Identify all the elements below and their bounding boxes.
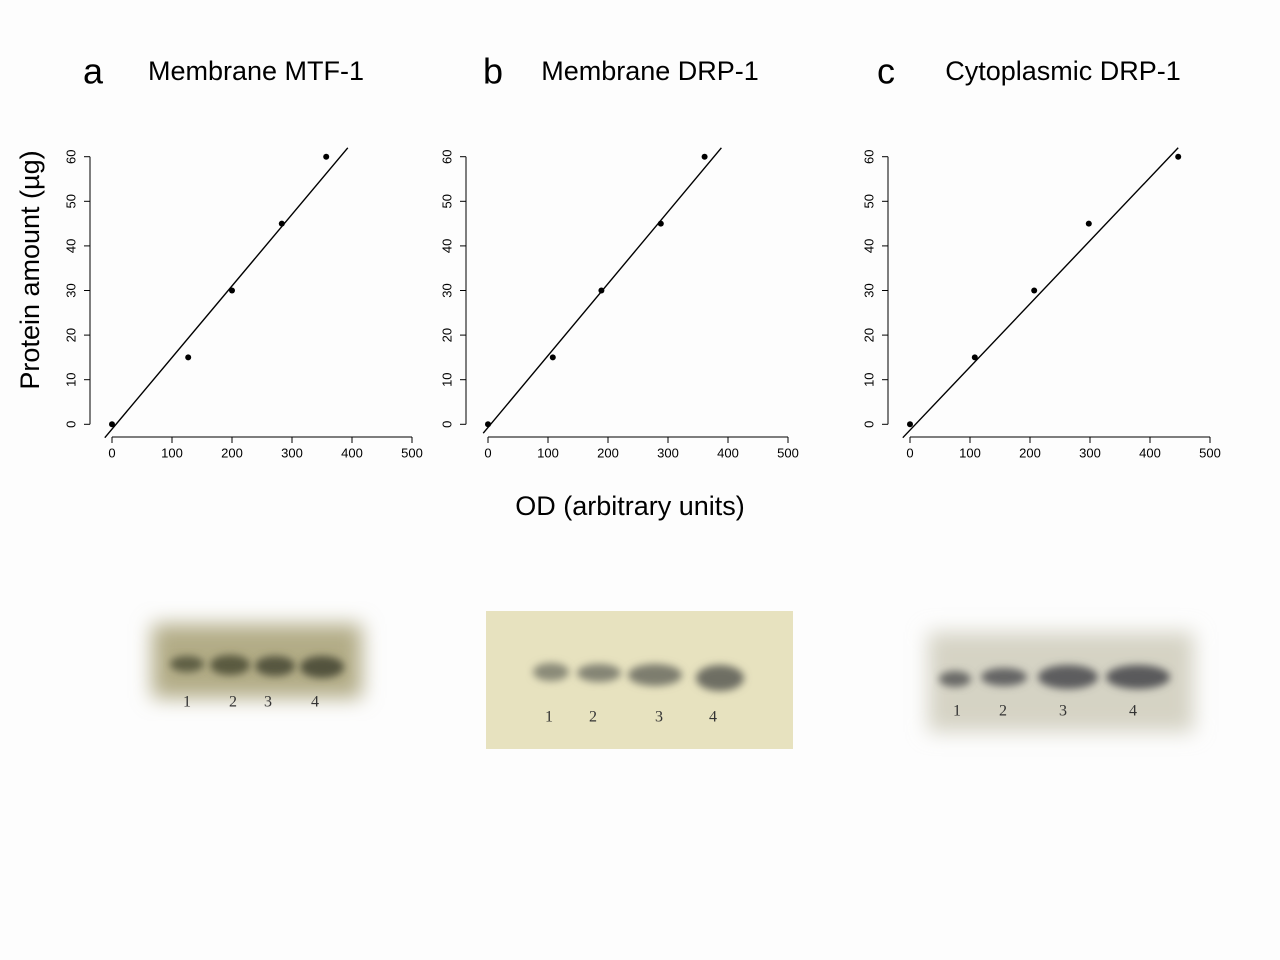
lane-label: 4 xyxy=(1129,703,1137,720)
x-tick-label: 400 xyxy=(1139,445,1161,460)
x-tick-label: 100 xyxy=(537,445,559,460)
data-point xyxy=(971,354,978,361)
data-point xyxy=(598,287,605,294)
x-tick-label: 500 xyxy=(777,445,799,460)
data-point xyxy=(229,287,235,294)
lane-label: 2 xyxy=(229,694,237,711)
fit-line xyxy=(902,147,1179,439)
x-tick-label: 500 xyxy=(401,445,423,460)
x-tick-label: 200 xyxy=(597,445,619,460)
data-point xyxy=(185,354,192,361)
data-point xyxy=(485,421,491,428)
data-point xyxy=(549,354,556,361)
y-tick-label: 20 xyxy=(861,328,876,342)
x-tick-label: 500 xyxy=(1199,445,1221,460)
panel-letter: b xyxy=(483,51,503,92)
y-tick-label: 10 xyxy=(63,372,78,386)
data-point xyxy=(1031,287,1038,294)
y-axis-label: Protein amount (µg) xyxy=(15,150,45,389)
panel-letter: c xyxy=(877,51,895,92)
x-tick-label: 300 xyxy=(657,445,679,460)
chart-title: Cytoplasmic DRP-1 xyxy=(945,56,1181,86)
gel-b xyxy=(486,611,793,749)
lane-label: 3 xyxy=(264,694,272,711)
y-tick-label: 30 xyxy=(861,283,876,297)
y-tick-label: 30 xyxy=(63,283,78,297)
y-tick-label: 60 xyxy=(861,149,876,163)
data-point xyxy=(657,220,664,227)
x-tick-label: 300 xyxy=(281,445,303,460)
y-tick-label: 60 xyxy=(63,149,78,163)
chart-title: Membrane MTF-1 xyxy=(148,56,364,86)
x-tick-label: 300 xyxy=(1079,445,1101,460)
y-tick-label: 40 xyxy=(861,239,876,253)
y-tick-label: 50 xyxy=(861,194,876,208)
lane-label: 3 xyxy=(1059,703,1067,720)
fit-line xyxy=(104,147,349,439)
lane-label: 2 xyxy=(999,703,1007,720)
panel-letter: a xyxy=(83,51,104,92)
x-tick-label: 0 xyxy=(906,445,913,460)
x-tick-label: 0 xyxy=(484,445,491,460)
y-tick-label: 40 xyxy=(439,239,454,253)
y-tick-label: 20 xyxy=(439,328,454,342)
y-tick-label: 60 xyxy=(439,149,454,163)
lane-label: 3 xyxy=(655,709,663,726)
data-point xyxy=(701,153,708,160)
y-tick-label: 30 xyxy=(439,283,454,297)
lane-label: 1 xyxy=(183,694,191,711)
y-tick-label: 40 xyxy=(63,239,78,253)
x-tick-label: 200 xyxy=(1019,445,1041,460)
x-tick-label: 400 xyxy=(717,445,739,460)
y-tick-label: 50 xyxy=(63,194,78,208)
y-tick-label: 0 xyxy=(439,421,454,428)
data-point xyxy=(323,153,330,160)
x-tick-label: 0 xyxy=(108,445,115,460)
y-tick-label: 50 xyxy=(439,194,454,208)
data-point xyxy=(1085,220,1092,227)
lane-label: 1 xyxy=(545,709,553,726)
x-tick-label: 400 xyxy=(341,445,363,460)
data-point xyxy=(907,421,913,428)
lane-label: 1 xyxy=(953,703,961,720)
chart-title: Membrane DRP-1 xyxy=(541,56,759,86)
x-axis-label: OD (arbitrary units) xyxy=(515,491,745,521)
gel-c xyxy=(928,632,1194,732)
x-tick-label: 100 xyxy=(959,445,981,460)
y-tick-label: 20 xyxy=(63,328,78,342)
data-point xyxy=(278,220,285,227)
y-tick-label: 10 xyxy=(439,372,454,386)
data-point xyxy=(109,421,115,428)
lane-label: 2 xyxy=(589,709,597,726)
y-tick-label: 10 xyxy=(861,372,876,386)
lane-label: 4 xyxy=(709,709,717,726)
lane-label: 4 xyxy=(311,694,319,711)
x-tick-label: 100 xyxy=(161,445,183,460)
gel-a xyxy=(152,624,362,698)
data-point xyxy=(1175,153,1182,160)
x-tick-label: 200 xyxy=(221,445,243,460)
y-tick-label: 0 xyxy=(63,421,78,428)
y-tick-label: 0 xyxy=(861,421,876,428)
